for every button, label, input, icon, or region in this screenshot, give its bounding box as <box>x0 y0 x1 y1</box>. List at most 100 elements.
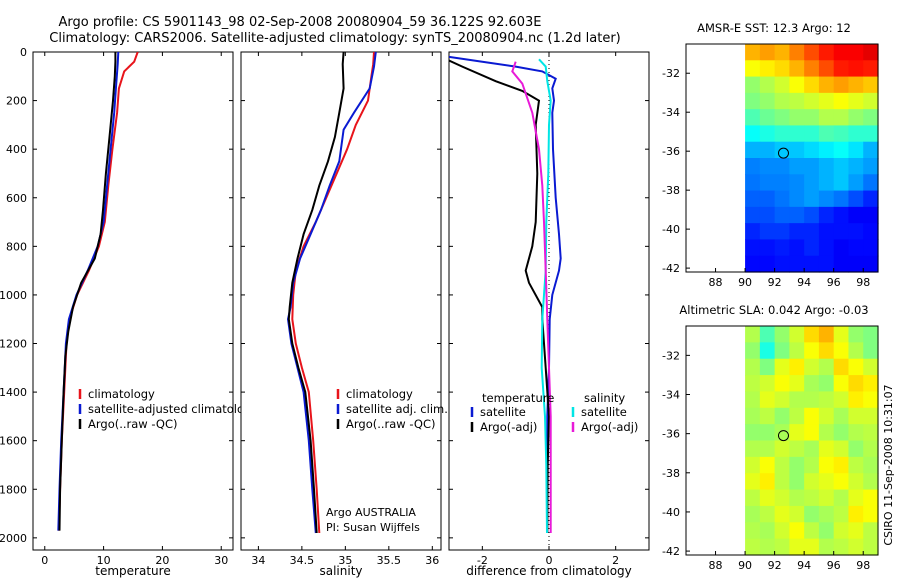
y-tick-label: -42 <box>662 262 680 275</box>
heatmap-cell <box>774 255 790 273</box>
heatmap-cell <box>774 358 790 376</box>
series-line-argo-raw-qc- <box>287 52 345 534</box>
heatmap-cell <box>759 326 776 343</box>
heatmap-cell <box>848 125 864 143</box>
map-title: Altimetric SLA: 0.042 Argo: -0.03 <box>679 303 868 317</box>
heatmap-cell <box>804 375 820 393</box>
heatmap-cell <box>804 125 820 143</box>
heatmap-cell <box>804 538 820 556</box>
heatmap-cell <box>789 60 805 78</box>
y-tick-label: -34 <box>662 389 680 402</box>
heatmap-cell <box>789 239 805 257</box>
heatmap-cell <box>745 255 761 273</box>
heatmap-cell <box>774 60 790 78</box>
heatmap-cell <box>848 375 864 393</box>
heatmap-cell <box>848 358 864 376</box>
heatmap-cell <box>863 239 879 257</box>
heatmap-cell <box>759 174 776 192</box>
heatmap-cell <box>833 44 850 61</box>
heatmap-cell <box>848 326 864 343</box>
y-tick-label: 600 <box>6 192 27 205</box>
heatmap-cell <box>745 223 761 241</box>
heatmap-cell <box>789 424 805 442</box>
figure-title-line1: Argo profile: CS 5901143_98 02-Sep-2008 … <box>58 15 541 30</box>
heatmap-cell <box>804 473 820 491</box>
x-tick-label: 90 <box>738 559 752 572</box>
heatmap-cell <box>863 440 879 458</box>
heatmap-cell <box>804 174 820 192</box>
argo-position-marker <box>777 430 789 442</box>
heatmap-cell <box>818 125 835 143</box>
heatmap-cell <box>818 60 835 78</box>
x-tick-label: 92 <box>768 559 782 572</box>
figure-title-line2: Climatology: CARS2006. Satellite-adjuste… <box>49 31 621 46</box>
profile-panel-temperature: 0 10 20 30 0 200 400 600 800 1000 1200 1400 1600 1800… <box>0 46 258 578</box>
heatmap-cell <box>804 505 820 523</box>
y-tick-label: -36 <box>662 428 680 441</box>
heatmap-cell <box>789 174 805 192</box>
heatmap-cell <box>789 158 805 175</box>
heatmap-cell <box>804 358 820 376</box>
heatmap-cell <box>833 60 850 78</box>
heatmap-cell <box>863 456 879 474</box>
heatmap-cell <box>804 206 820 224</box>
heatmap-cell <box>833 407 850 425</box>
heatmap-cell <box>848 522 864 540</box>
heatmap-cell <box>759 473 776 491</box>
heatmap-cell <box>818 456 835 474</box>
x-tick-label: 98 <box>856 559 870 572</box>
heatmap-cell <box>863 76 879 94</box>
heatmap-cell <box>789 391 805 409</box>
heatmap-cell <box>833 76 850 94</box>
x-tick-label: 94 <box>797 559 811 572</box>
heatmap-cell <box>833 391 850 409</box>
heatmap-cell <box>863 375 879 393</box>
legend-header-salinity: salinity <box>584 391 625 405</box>
heatmap-cell <box>774 44 790 61</box>
heatmap-cell <box>833 424 850 442</box>
heatmap-cell <box>848 60 864 78</box>
heatmap-cell <box>818 141 835 159</box>
x-tick-label: 0 <box>41 554 48 567</box>
heatmap-cell <box>759 342 776 360</box>
y-tick-label: -38 <box>662 467 680 480</box>
legend-label: Argo(..raw -QC) <box>88 417 178 431</box>
heatmap-cell <box>759 407 776 425</box>
legend-label: satellite adj. clim. <box>346 402 448 416</box>
heatmap-cell <box>745 407 761 425</box>
heatmap-cell <box>774 190 790 208</box>
heatmap-cell <box>804 239 820 257</box>
x-tick-label: 30 <box>214 554 228 567</box>
heatmap-cell <box>745 60 761 78</box>
heatmap-cell <box>818 92 835 110</box>
heatmap-cell <box>745 473 761 491</box>
heatmap-cell <box>818 505 835 523</box>
profile-panel-salinity: 34 34.5 35 35.5 36 salinity climatologysatelli… <box>240 51 448 578</box>
heatmap-cell <box>759 190 776 208</box>
y-tick-label: 1800 <box>0 483 27 496</box>
heatmap-cell <box>863 174 879 192</box>
heatmap-cell <box>863 158 879 175</box>
heatmap-cell <box>774 407 790 425</box>
heatmap-cell <box>774 505 790 523</box>
heatmap-cell <box>848 206 864 224</box>
heatmap-cell <box>818 109 835 127</box>
heatmap-cell <box>759 505 776 523</box>
heatmap-cell <box>818 239 835 257</box>
heatmap-cell <box>745 505 761 523</box>
y-tick-label: 0 <box>20 46 27 59</box>
heatmap-cell <box>745 522 761 540</box>
heatmap-cell <box>863 391 879 409</box>
heatmap-cell <box>759 489 776 507</box>
heatmap-cell <box>774 342 790 360</box>
heatmap-cell <box>745 391 761 409</box>
heatmap-cell <box>848 538 864 556</box>
heatmap-cell <box>863 141 879 159</box>
plot-frame <box>240 51 442 551</box>
heatmap-cell <box>863 326 879 343</box>
y-tick-label: 2000 <box>0 532 27 545</box>
heatmap-cell <box>863 92 879 110</box>
heatmap-cell <box>848 407 864 425</box>
heatmap-cell <box>745 424 761 442</box>
heatmap-cell <box>848 141 864 159</box>
